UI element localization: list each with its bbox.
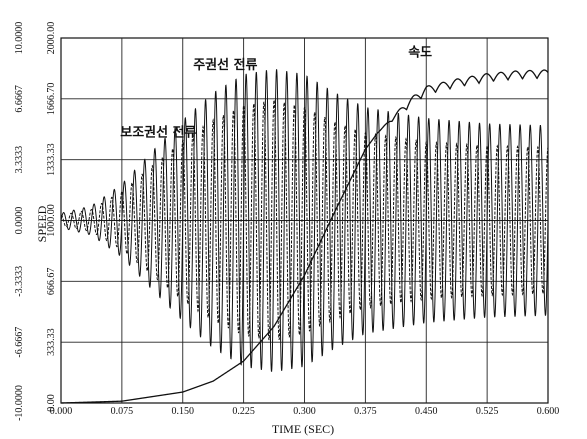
y-current-tick-label: -3.3333 [14,266,25,297]
annotation-2: 속도 [408,45,432,60]
y-speed-tick-label: 1333.33 [46,143,57,176]
series-line-0 [60,69,549,404]
y-speed-tick-label: 1666.70 [46,83,57,116]
series-group [60,69,549,404]
y-current-tick-label: -10.0000 [14,385,25,421]
x-axis-title: TIME (SEC) [272,422,334,436]
y-current-tick-label: -6.6667 [14,327,25,358]
y-current-tick-label: 6.6667 [14,85,25,113]
y-current-tick-label: 0.0000 [14,207,25,235]
y-speed-tick-label: 666.67 [46,268,57,296]
y-speed-tick-label: 2000.00 [46,22,57,55]
y-current-tick-label: 3.3333 [14,146,25,174]
series-line-1 [60,69,549,372]
x-tick-label: 0.375 [354,406,377,417]
annotation-1: 보조권선 전류 [120,125,196,141]
series-line-2 [60,99,549,341]
y-speed-tick-label: 0.00 [46,394,57,412]
x-tick-label: 0.450 [415,406,438,417]
annotation-0: 주권선 전류 [193,57,257,73]
y-speed-tick-label: 1000.00 [46,204,57,237]
y-axis-title: SPEED [35,205,49,242]
x-tick-label: 0.525 [476,406,499,417]
x-tick-label: 0.600 [537,406,560,417]
x-tick-label: 0.075 [111,406,134,417]
y-current-tick-label: 10.0000 [14,22,25,55]
x-tick-label: 0.300 [293,406,316,417]
x-tick-label: 0.000 [50,406,73,417]
x-tick-label: 0.225 [232,406,255,417]
tick-labels: 0.000 0.075 0.150 0.225 0.300 0.375 0.450 0.525… [14,22,559,421]
x-tick-label: 0.150 [172,406,195,417]
y-speed-tick-label: 333.33 [46,328,57,356]
